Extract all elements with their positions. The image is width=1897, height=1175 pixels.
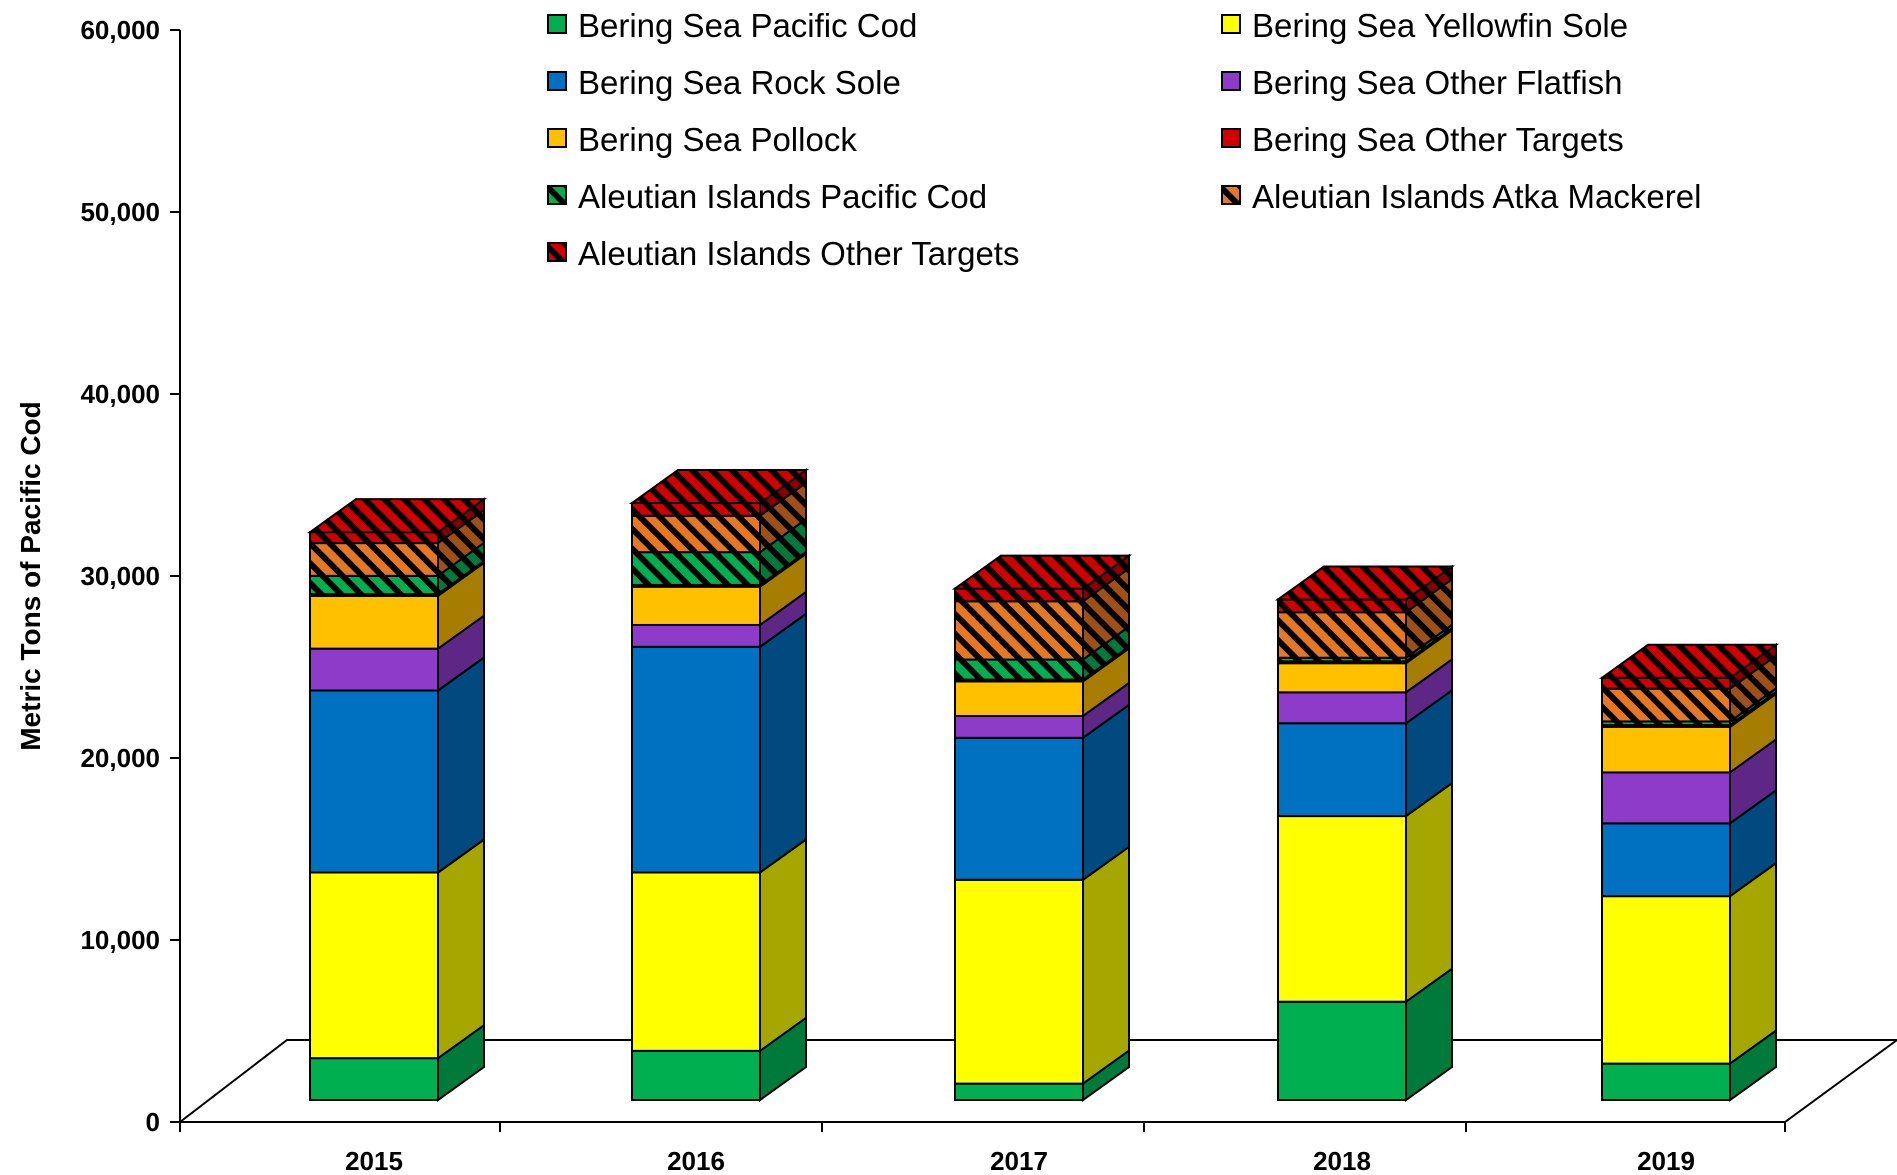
bar-segment-2015-8 [309,531,439,545]
bar-segment-2017-0 [954,1082,1084,1101]
bar-segment-2017-4 [954,680,1084,717]
bar-segment-2017-2 [954,736,1084,881]
bar-segment-2019-4 [1601,725,1731,774]
bar-top-2018 [1274,565,1456,601]
bar-segment-2016-4 [631,585,761,626]
bar-segment-2016-6 [631,551,761,586]
legend-label: Bering Sea Yellowfin Sole [1252,7,1628,44]
bar-segment-2016-2 [631,645,761,874]
legend-item: Aleutian Islands Other Targets [547,235,1019,272]
legend-label: Aleutian Islands Atka Mackerel [1252,178,1701,215]
legend-item: Bering Sea Rock Sole [547,64,901,101]
y-tick-label: 10,000 [80,925,160,955]
bar-top-2017 [951,554,1133,590]
bar-segment-2018-0 [1277,1000,1407,1101]
legend-label: Aleutian Islands Other Targets [578,235,1019,272]
bar-segment-2019-3 [1601,771,1731,825]
legend-swatch [547,128,567,148]
y-tick-label: 40,000 [80,379,160,409]
x-tick-label: 2019 [1637,1146,1695,1175]
bar-segment-side-2019-1 [1729,861,1777,1066]
bar-segment-2017-6 [954,658,1084,681]
legend-swatch [1221,71,1241,91]
bar-top-2019 [1598,643,1780,679]
bar-stack-2015 [306,497,488,1102]
bar-segment-2017-3 [954,714,1084,739]
bar-segment-2015-2 [309,689,439,874]
legend-swatch [1221,185,1241,205]
bar-segment-2018-4 [1277,662,1407,694]
bar-segment-2015-1 [309,871,439,1060]
bar-segment-2016-8 [631,502,761,517]
bar-segment-2019-2 [1601,822,1731,898]
bar-segment-2017-8 [954,587,1084,603]
bar-segment-2016-7 [631,514,761,554]
x-tick-label: 2015 [345,1146,403,1175]
bar-segment-side-2018-1 [1405,781,1453,1004]
bar-stack-2019 [1598,642,1780,1102]
bar-segment-side-2016-1 [759,837,807,1053]
bar-segment-2018-2 [1277,722,1407,818]
legend-swatch [547,14,567,34]
bar-segment-side-2015-1 [437,837,485,1061]
legend-swatch [547,185,567,205]
bar-segment-2018-3 [1277,691,1407,725]
y-tick-label: 30,000 [80,561,160,591]
bar-segment-2019-0 [1601,1062,1731,1101]
y-tick-label: 20,000 [80,743,160,773]
bar-segment-2018-1 [1277,815,1407,1003]
bar-segment-2016-1 [631,871,761,1052]
y-tick-label: 0 [146,1107,160,1137]
legend-swatch [1221,128,1241,148]
bar-stack-2017 [951,553,1133,1102]
bar-segment-2016-3 [631,623,761,648]
bar-segment-side-2016-2 [759,611,807,875]
bar-segment-2017-1 [954,878,1084,1085]
bar-top-2015 [306,498,488,534]
bar-segment-2018-7 [1277,611,1407,659]
bar-segment-2019-1 [1601,895,1731,1065]
bar-segment-2018-8 [1277,598,1407,614]
legend-label: Bering Sea Pollock [578,121,857,158]
legend-swatch [547,242,567,262]
x-tick-label: 2017 [990,1146,1048,1175]
bar-segment-2016-0 [631,1049,761,1101]
legend-label: Bering Sea Pacific Cod [578,7,917,44]
legend-label: Aleutian Islands Pacific Cod [578,178,987,215]
legend-label: Bering Sea Rock Sole [578,64,901,101]
x-tick-label: 2018 [1313,1146,1371,1175]
bar-segment-2019-8 [1601,676,1731,690]
legend-label: Bering Sea Other Targets [1252,121,1624,158]
legend-item: Bering Sea Pollock [547,121,857,158]
bar-segment-2015-4 [309,594,439,650]
y-axis-title: Metric Tons of Pacific Cod [15,401,46,751]
legend-item: Bering Sea Other Targets [1221,121,1624,158]
bar-segment-2015-3 [309,647,439,692]
legend-swatch [547,71,567,91]
legend-item: Bering Sea Other Flatfish [1221,64,1623,101]
bar-segment-2015-6 [309,574,439,596]
legend-swatch [1221,14,1241,34]
bar-segment-side-2017-1 [1082,844,1130,1086]
legend-item: Aleutian Islands Pacific Cod [547,178,987,215]
legend-item: Bering Sea Yellowfin Sole [1221,7,1628,44]
bar-segment-2019-7 [1601,687,1731,723]
legend-item: Bering Sea Pacific Cod [547,7,917,44]
bar-segment-side-2015-2 [437,655,485,875]
legend-label: Bering Sea Other Flatfish [1252,64,1623,101]
x-tick-label: 2016 [667,1146,725,1175]
bar-segment-2015-7 [309,542,439,577]
legend-item: Aleutian Islands Atka Mackerel [1221,178,1701,215]
bar-segment-2017-7 [954,600,1084,661]
y-tick-label: 60,000 [80,15,160,45]
bar-top-2016 [628,469,810,505]
bar-stack-2018 [1274,564,1456,1102]
y-tick-label: 50,000 [80,197,160,227]
bar-stack-2016 [628,468,810,1102]
bar-segment-2015-0 [309,1057,439,1102]
